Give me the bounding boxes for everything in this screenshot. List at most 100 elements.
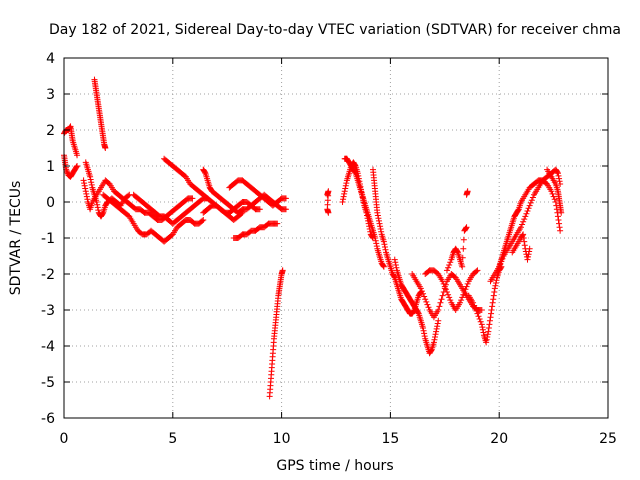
data-point: [82, 185, 89, 192]
data-point: [420, 290, 427, 297]
data-point: [340, 196, 347, 203]
x-tick-labels: 0 5 10 15 20 25: [60, 431, 617, 447]
data-point: [488, 307, 495, 313]
data-point: [339, 199, 346, 205]
data-point: [393, 264, 400, 271]
data-point: [64, 169, 71, 176]
data-point: [519, 232, 526, 239]
data-point: [355, 172, 362, 179]
data-point: [369, 235, 376, 241]
data-point: [473, 268, 480, 275]
data-point: [549, 190, 556, 197]
data-point: [515, 207, 522, 214]
data-point: [369, 234, 376, 241]
data-point: [431, 336, 438, 343]
data-point: [430, 339, 437, 346]
data-point: [425, 304, 432, 311]
data-point: [365, 217, 372, 224]
data-point: [376, 220, 383, 227]
data-point: [554, 170, 561, 177]
data-point: [87, 173, 94, 180]
data-point: [433, 328, 440, 335]
data-point: [478, 307, 485, 313]
y-tick-label: -2: [41, 267, 55, 283]
data-point: [340, 193, 347, 200]
data-point: [381, 244, 388, 250]
data-point: [459, 254, 466, 261]
data-point: [256, 206, 263, 213]
data-point: [439, 292, 446, 299]
data-point: [446, 294, 453, 301]
data-point: [73, 163, 80, 170]
data-point: [447, 297, 454, 304]
data-point: [520, 235, 527, 241]
data-point: [94, 201, 101, 208]
data-point: [375, 215, 382, 222]
data-point: [99, 210, 106, 217]
data-point: [486, 321, 493, 328]
data-point: [525, 205, 532, 212]
data-point: [279, 267, 286, 274]
data-point: [84, 196, 91, 203]
x-tick-label: 10: [273, 431, 291, 447]
data-point: [473, 307, 480, 314]
data-point: [424, 301, 431, 308]
data-point: [125, 192, 132, 199]
data-point: [458, 297, 465, 304]
data-point: [470, 299, 477, 306]
y-tick-label: 1: [46, 159, 55, 175]
data-point: [94, 204, 101, 211]
data-point: [437, 299, 444, 306]
data-point: [391, 256, 398, 263]
data-point: [88, 181, 95, 188]
data-point: [442, 286, 449, 293]
data-point: [454, 248, 461, 255]
data-point: [364, 215, 371, 222]
data-point: [463, 224, 470, 231]
data-point: [522, 213, 529, 220]
data-point: [474, 267, 481, 274]
data-point: [480, 329, 487, 336]
data-point: [415, 309, 422, 316]
axis-ticks: [63, 57, 609, 419]
data-point: [373, 240, 380, 247]
data-point: [520, 218, 527, 225]
data-point: [418, 288, 425, 295]
data-point: [548, 188, 555, 195]
data-point: [529, 194, 536, 201]
data-point: [443, 289, 450, 295]
data-point: [555, 217, 562, 223]
data-point: [417, 285, 424, 292]
chart-title: Day 182 of 2021, Sidereal Day-to-day VTE…: [49, 22, 621, 38]
data-point: [524, 208, 531, 214]
data-point: [517, 224, 524, 231]
data-point: [483, 339, 490, 346]
data-point: [189, 195, 196, 202]
data-point: [551, 196, 558, 203]
data-point: [66, 124, 73, 131]
y-tick-label: 4: [46, 51, 55, 67]
data-point: [352, 162, 359, 169]
data-point: [391, 273, 398, 280]
data-point: [492, 282, 499, 289]
data-point: [519, 221, 526, 228]
data-point: [360, 199, 367, 206]
data-marks: [61, 76, 565, 400]
data-point: [472, 305, 479, 312]
data-point: [447, 259, 454, 266]
data-point: [524, 256, 531, 263]
data-point: [341, 190, 348, 197]
x-tick-label: 15: [381, 431, 399, 447]
data-point: [360, 197, 367, 204]
data-point: [325, 209, 332, 216]
data-point: [462, 286, 469, 293]
data-point: [438, 296, 445, 303]
data-point: [422, 296, 429, 303]
data-point: [484, 331, 491, 338]
data-point: [485, 328, 492, 335]
data-point: [550, 193, 557, 200]
data-point: [420, 327, 427, 334]
data-point: [528, 197, 535, 204]
data-point: [380, 238, 387, 245]
data-point: [441, 283, 448, 290]
